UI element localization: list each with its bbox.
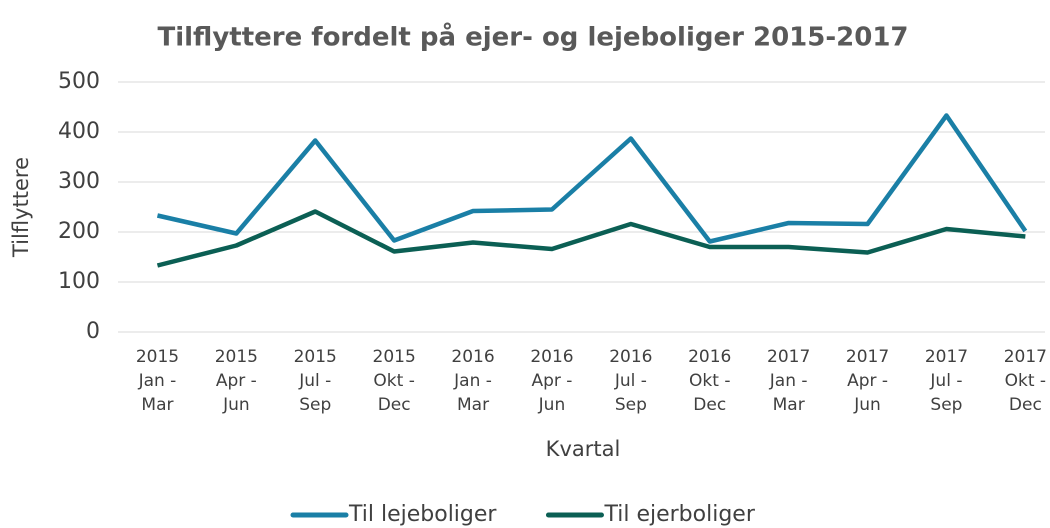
x-tick-label: 2015 — [215, 347, 258, 367]
y-tick-label: 200 — [58, 219, 100, 244]
x-tick-label: Sep — [299, 395, 331, 415]
x-tick-label: Apr - — [216, 371, 257, 391]
x-tick-label: 2017 — [1004, 347, 1047, 367]
x-tick-label: Dec — [693, 395, 726, 415]
y-axis-label: Tilflyttere — [9, 157, 33, 258]
x-tick-label: Okt - — [1005, 371, 1046, 391]
chart-title: Tilflyttere fordelt på ejer- og lejeboli… — [157, 21, 908, 53]
x-tick-label: Apr - — [847, 371, 888, 391]
x-tick-label: 2017 — [767, 347, 810, 367]
y-tick-label: 500 — [58, 69, 100, 94]
x-tick-label: Jun — [853, 395, 881, 415]
x-tick-label: Jul - — [614, 371, 647, 391]
y-tick-label: 0 — [86, 319, 100, 344]
x-tick-label: Apr - — [531, 371, 572, 391]
x-tick-label: 2015 — [373, 347, 416, 367]
x-tick-label: 2015 — [294, 347, 337, 367]
y-tick-label: 400 — [58, 119, 100, 144]
y-tick-label: 300 — [58, 169, 100, 194]
x-tick-label: 2016 — [609, 347, 652, 367]
data-line — [156, 113, 1028, 244]
data-line — [156, 209, 1026, 268]
x-tick-label: 2016 — [530, 347, 573, 367]
x-tick-label: Jan - — [769, 371, 808, 391]
legend-label: Til lejeboliger — [348, 502, 497, 527]
x-tick-label: Jan - — [453, 371, 492, 391]
x-tick-label: Dec — [378, 395, 411, 415]
x-tick-label: Sep — [930, 395, 962, 415]
x-tick-label: Okt - — [373, 371, 414, 391]
x-tick-label: Mar — [457, 395, 489, 415]
x-tick-label: Jun — [222, 395, 250, 415]
x-tick-label: Dec — [1009, 395, 1042, 415]
x-tick-label: Jun — [538, 395, 566, 415]
legend-label: Til ejerboliger — [603, 502, 755, 527]
x-tick-label: Jul - — [929, 371, 962, 391]
x-tick-label: 2016 — [688, 347, 731, 367]
x-tick-label: Jan - — [138, 371, 177, 391]
x-tick-label: Jul - — [298, 371, 331, 391]
x-tick-label: Okt - — [689, 371, 730, 391]
x-tick-label: Mar — [773, 395, 805, 415]
x-tick-label: 2016 — [451, 347, 494, 367]
x-tick-label: 2017 — [846, 347, 889, 367]
x-tick-label: Sep — [615, 395, 647, 415]
x-tick-label: 2015 — [136, 347, 179, 367]
y-tick-label: 100 — [58, 269, 100, 294]
x-tick-label: 2017 — [925, 347, 968, 367]
x-tick-label: Mar — [141, 395, 173, 415]
x-axis-label: Kvartal — [546, 437, 621, 461]
